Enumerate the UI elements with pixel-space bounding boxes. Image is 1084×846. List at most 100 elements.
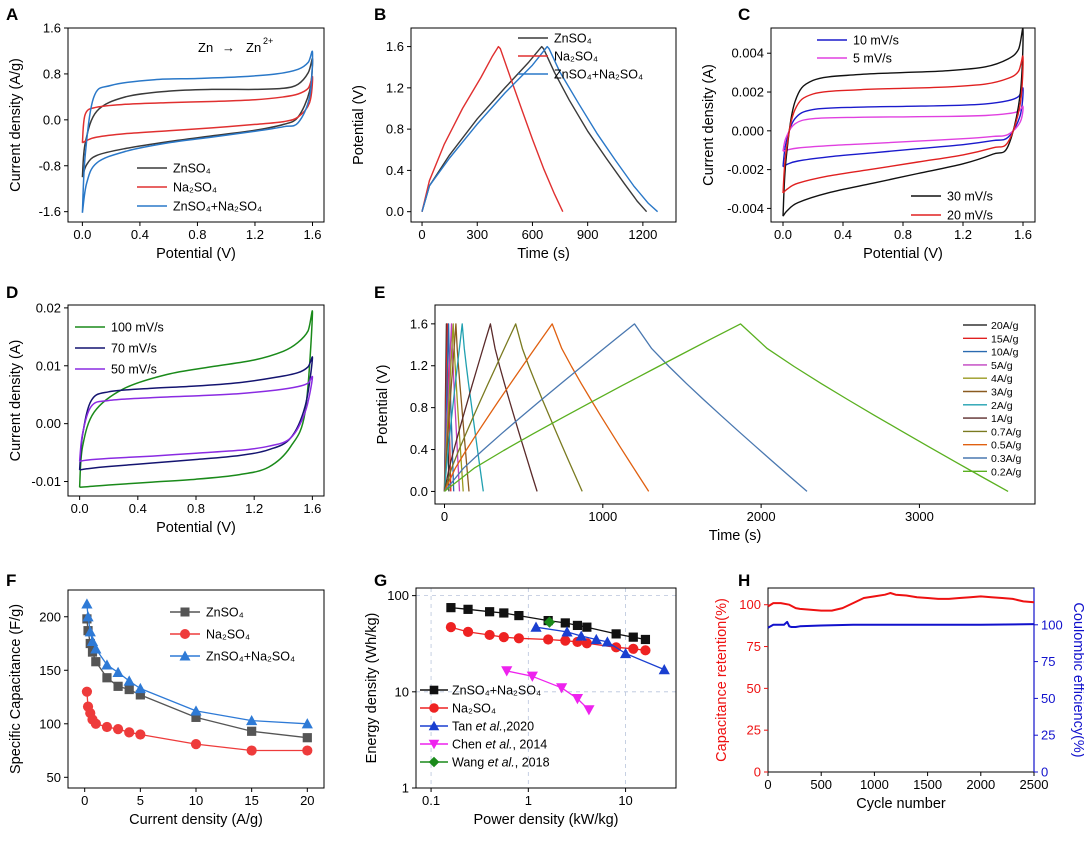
y-axis-title: Capacitance retention(%) (714, 598, 730, 762)
x-tick-label: 0.8 (894, 227, 912, 242)
x-tick-label: 0.0 (71, 501, 89, 516)
x-tick-label: 1 (525, 793, 532, 808)
gcd-curve (443, 323, 455, 492)
x-tick-label: 2500 (1020, 777, 1049, 792)
data-point (445, 622, 457, 633)
x-tick-label: 0 (441, 509, 448, 524)
x-tick-label: 1000 (860, 777, 889, 792)
y-tick-label: 0.0 (43, 112, 61, 127)
cv-curve (782, 27, 1024, 217)
x-tick-label: 20 (300, 793, 314, 808)
legend-label: Na₂SO₄ (452, 702, 496, 716)
panel-label: B (374, 5, 386, 24)
panel-B: B 0 300 600 900 1200 0.0 0.4 0.8 1.2 1.6 Time (s) Po… (351, 5, 677, 262)
legend-marker (179, 650, 191, 661)
x-tick-label: 500 (810, 777, 832, 792)
data-point (247, 726, 257, 736)
gcd-curve (443, 323, 650, 492)
panel-A: A 0.0 0.4 0.8 1.2 1.6 -1.6 -0.8 0.0 0.8 1.6 Potenti… (6, 5, 325, 262)
data-point (640, 645, 651, 656)
y-axis-title: Energy density (Wh/kg) (364, 613, 380, 764)
legend-label: 0.5A/g (991, 440, 1022, 452)
y-tick-label: 0.01 (36, 358, 61, 373)
x-tick-label: 900 (577, 227, 599, 242)
y-tick-label: 0.8 (386, 122, 404, 137)
legend-label: ZnSO₄+Na₂SO₄ (206, 650, 295, 664)
x-tick-label: 2000 (747, 509, 776, 524)
y-tick-label: 100 (387, 588, 409, 603)
y-tick-label: 0.4 (386, 163, 404, 178)
y-tick-label: 0.00 (36, 416, 61, 431)
legend-label: ZnSO₄+Na₂SO₄ (554, 68, 643, 82)
x-tick-label: 1000 (588, 509, 617, 524)
x-tick-label: 3000 (905, 509, 934, 524)
y-tick-label: 50 (747, 681, 761, 696)
legend-marker (428, 720, 440, 731)
panel-label: H (738, 571, 750, 590)
y-tick-label: 10 (395, 684, 409, 699)
data-point (84, 626, 96, 637)
legend-label: ZnSO₄+Na₂SO₄ (452, 684, 541, 698)
panel-D: D 0.0 0.4 0.8 1.2 1.6 -0.01 0.00 0.01 0.02 Potenti… (6, 283, 325, 536)
legend-label: 20A/g (991, 320, 1019, 332)
y-tick-label-right: 100 (1041, 617, 1063, 632)
x-tick-label: 10 (618, 793, 632, 808)
y-tick-label: 0.02 (36, 300, 61, 315)
y-tick-label: 1.2 (410, 358, 428, 373)
legend-label: 5 mV/s (853, 52, 892, 66)
legend-label: 15A/g (991, 333, 1019, 345)
data-point (90, 643, 102, 654)
data-point (571, 693, 584, 705)
legend-label-part: , 2014 (512, 738, 547, 752)
y-tick-label: 1.6 (386, 39, 404, 54)
data-point (499, 608, 509, 618)
data-point (513, 633, 524, 644)
legend-label: 1A/g (991, 413, 1013, 425)
legend-label: 3A/g (991, 387, 1013, 399)
data-point (124, 684, 134, 695)
legend-label: Chen et al., 2014 (452, 738, 547, 752)
cv-curve (78, 375, 314, 463)
legend-label: 10A/g (991, 347, 1019, 359)
y-tick-label: -0.004 (727, 201, 764, 216)
data-point (640, 634, 651, 645)
y-tick-label-right: 50 (1041, 691, 1055, 706)
axes-frame (67, 27, 325, 223)
y-tick-label: 0.4 (410, 442, 428, 457)
y-axis-title: Current density (A/g) (8, 58, 24, 192)
legend-label: ZnSO₄ (206, 606, 244, 620)
panel-C: C 0.0 0.4 0.8 1.2 1.6 -0.004 -0.002 0.000 0.002 0.… (701, 5, 1036, 262)
data-point (191, 712, 201, 722)
panel-label: D (6, 283, 18, 302)
y-tick-label: 25 (747, 723, 761, 738)
cv-curve (81, 57, 314, 178)
data-point (501, 666, 513, 677)
legend-label: 0.2A/g (991, 466, 1022, 478)
series-line (767, 592, 1035, 612)
x-axis-title: Time (s) (709, 528, 762, 544)
data-point (543, 634, 554, 645)
y-tick-label: 0.8 (43, 66, 61, 81)
data-point (81, 686, 93, 697)
gcd-curve (443, 323, 470, 492)
axes-frame (67, 589, 325, 789)
data-point (560, 635, 571, 646)
x-axis-title: Power density (kW/kg) (473, 812, 618, 828)
data-point (628, 643, 639, 654)
legend-label: 4A/g (991, 373, 1013, 385)
data-point (556, 683, 568, 694)
legend-label: 70 mV/s (111, 342, 157, 356)
y-tick-label: 0.8 (410, 400, 428, 415)
panel-F: F 0 5 10 15 20 50 100 150 200 Current density (A/g… (6, 571, 325, 828)
legend-label: 2A/g (991, 400, 1013, 412)
panel-label: C (738, 5, 750, 24)
legend-label: Na₂SO₄ (173, 181, 217, 195)
data-point (446, 603, 456, 613)
gcd-curve (421, 45, 648, 213)
data-point (102, 673, 112, 683)
x-tick-label: 1.6 (303, 227, 321, 242)
legend-marker (429, 685, 439, 695)
gcd-curve (421, 45, 564, 212)
